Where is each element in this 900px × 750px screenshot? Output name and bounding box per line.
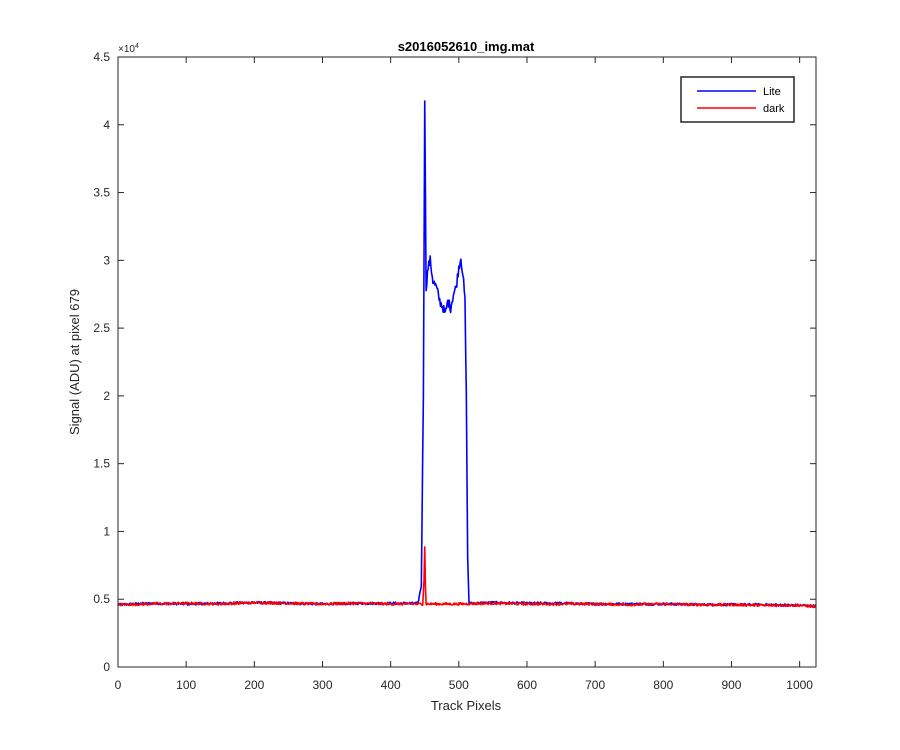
y-tick-label: 1 xyxy=(103,524,110,538)
x-tick-label: 1000 xyxy=(786,678,813,692)
y-tick-label: 4.5 xyxy=(93,50,110,64)
y-tick-label: 3.5 xyxy=(93,186,110,200)
y-tick-label: 2 xyxy=(103,389,110,403)
x-tick-label: 600 xyxy=(517,678,537,692)
x-tick-label: 300 xyxy=(312,678,332,692)
x-axis-label: Track Pixels xyxy=(431,698,502,713)
y-tick-label: 0.5 xyxy=(93,592,110,606)
axes xyxy=(117,56,817,668)
ticks: 0 100 200 300 400 500 600 700 800 900 1000 0 0.5 1 1.5… xyxy=(93,50,816,692)
chart-title: s2016052610_img.mat xyxy=(398,39,535,54)
legend-label-dark: dark xyxy=(763,103,785,115)
x-tick-label: 900 xyxy=(721,678,741,692)
x-tick-label: 500 xyxy=(449,678,469,692)
series-line-dark xyxy=(118,546,816,609)
x-tick-label: 400 xyxy=(381,678,401,692)
series-line-lite xyxy=(118,100,816,608)
y-tick-label: 4 xyxy=(103,118,110,132)
y-tick-label: 2.5 xyxy=(93,321,110,335)
legend-box xyxy=(680,76,795,123)
y-exponent-power: 4 xyxy=(135,43,139,50)
y-axis-label: Signal (ADU) at pixel 679 xyxy=(67,289,82,435)
x-tick-label: 200 xyxy=(244,678,264,692)
legend-label-lite: Lite xyxy=(763,86,781,98)
axes-box xyxy=(117,56,817,668)
y-axis-exponent: ×104 xyxy=(118,43,139,55)
y-exponent-base: ×10 xyxy=(118,44,135,55)
series-layer xyxy=(118,100,816,609)
x-tick-label: 700 xyxy=(585,678,605,692)
y-tick-label: 3 xyxy=(103,253,110,267)
x-tick-label: 800 xyxy=(653,678,673,692)
x-tick-label: 100 xyxy=(176,678,196,692)
y-tick-label: 0 xyxy=(103,660,110,674)
y-tick-label: 1.5 xyxy=(93,457,110,471)
legend: Lite dark xyxy=(680,76,795,123)
x-tick-label: 0 xyxy=(115,678,122,692)
